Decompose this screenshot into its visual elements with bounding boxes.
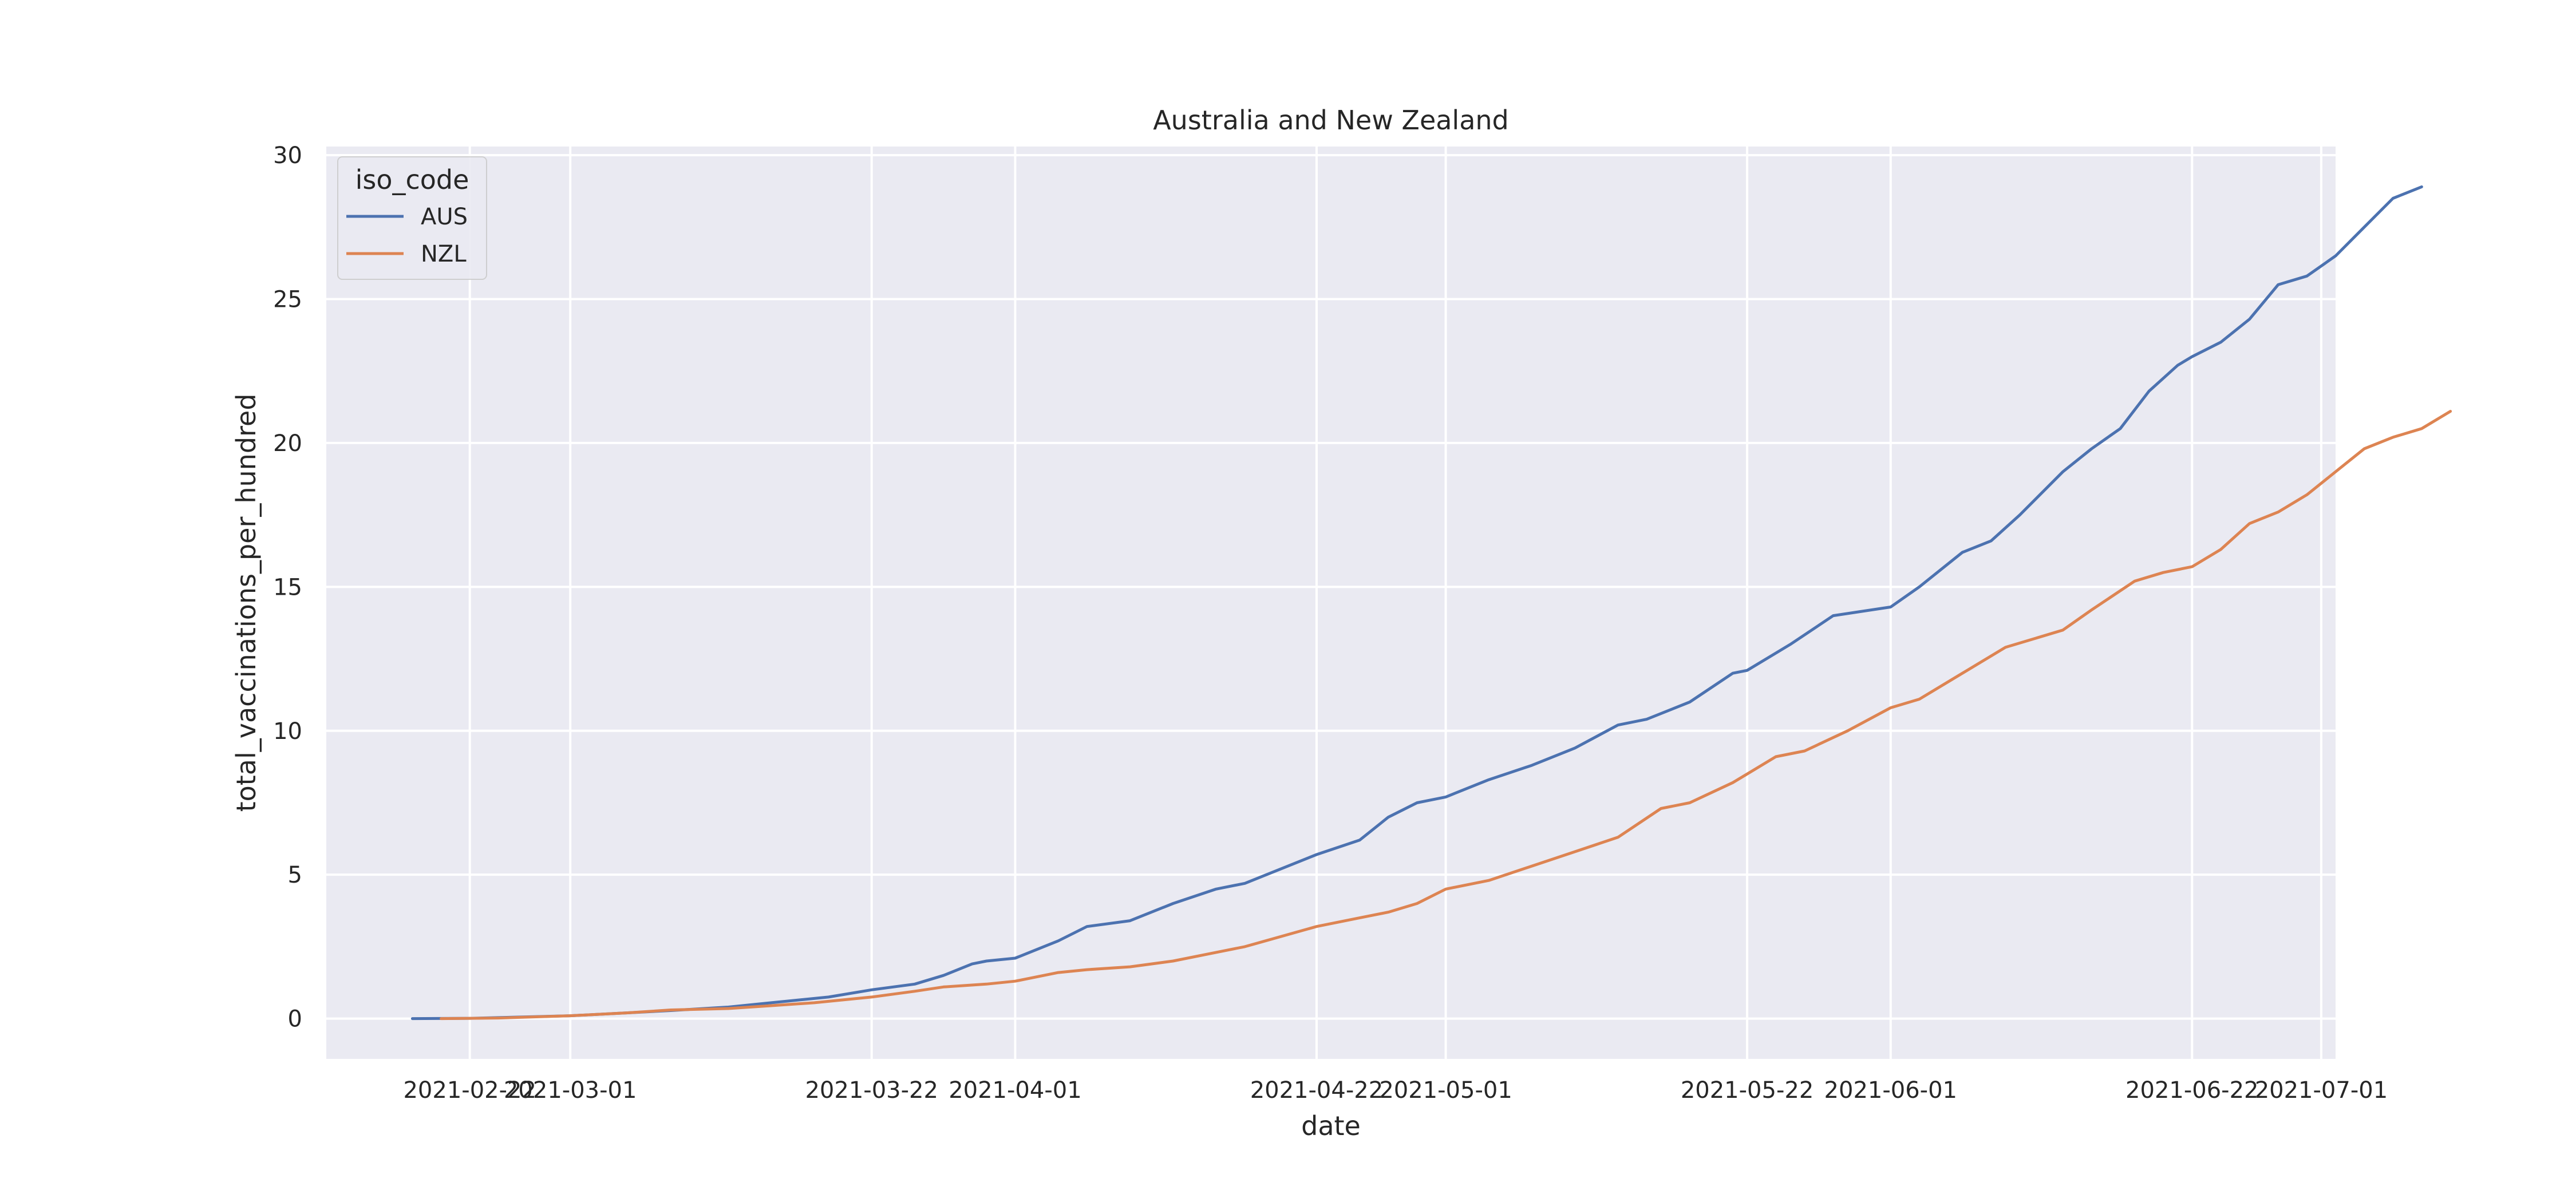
y-gridlines: [326, 154, 2336, 1020]
y-tick-label: 15: [273, 574, 302, 600]
x-tick-label: 2021-06-01: [1824, 1077, 1957, 1104]
y-tick-labels: 0 5 10 15 20 25 30: [273, 143, 302, 1033]
chart-title: Australia and New Zealand: [1153, 105, 1509, 136]
x-axis-label: date: [1301, 1110, 1361, 1141]
x-tick-label: 2021-06-22: [2125, 1077, 2258, 1104]
plot-background: [326, 147, 2336, 1059]
x-tick-label: 2021-05-22: [1681, 1077, 1814, 1104]
y-axis-label: total_vaccinations_per_hundred: [231, 394, 262, 812]
x-tick-label: 2021-04-22: [1250, 1077, 1383, 1104]
x-tick-label: 2021-04-01: [949, 1077, 1081, 1104]
x-tick-label: 2021-03-01: [504, 1077, 637, 1104]
series-line-aus: [410, 185, 2423, 1021]
series-line-nzl: [440, 410, 2452, 1021]
x-tick-label: 2021-02-22: [403, 1077, 536, 1104]
y-tick-label: 25: [273, 287, 302, 313]
y-tick-label: 20: [273, 430, 302, 457]
x-tick-label: 2021-03-22: [805, 1077, 938, 1104]
series-lines: [410, 185, 2452, 1021]
x-tick-label: 2021-05-01: [1379, 1077, 1512, 1104]
y-tick-label: 0: [288, 1006, 302, 1033]
x-tick-label: 2021-07-01: [2255, 1077, 2388, 1104]
legend-box: [337, 156, 487, 280]
legend-label-aus: AUS: [421, 204, 468, 230]
legend: iso_code AUS NZL: [337, 156, 487, 280]
y-tick-label: 5: [288, 862, 302, 888]
legend-title: iso_code: [355, 164, 469, 195]
y-tick-label: 30: [273, 143, 302, 169]
y-tick-label: 10: [273, 718, 302, 745]
legend-label-nzl: NZL: [421, 241, 467, 267]
